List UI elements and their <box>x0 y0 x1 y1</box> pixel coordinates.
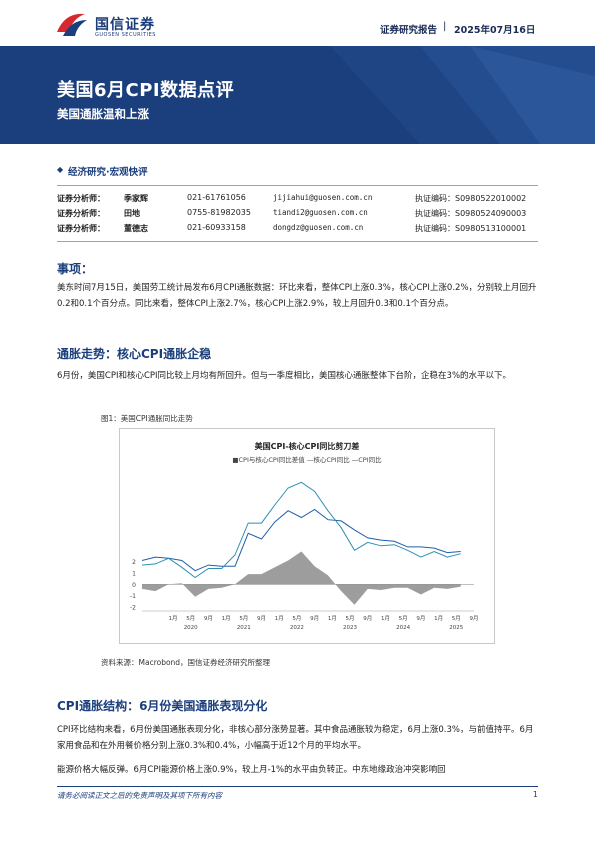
series-diff-area <box>142 551 461 605</box>
footer-disclaimer[interactable]: 请务必阅读正文之后的免责声明及其项下所有内容 <box>57 791 222 800</box>
logo-text: 国信证券 <box>95 17 155 33</box>
analyst-email[interactable]: tiandi2@guosen.com.cn <box>273 208 368 217</box>
report-subtitle: 美国通胀温和上涨 <box>57 107 149 121</box>
x-tick-label: 1月 <box>168 615 177 622</box>
year-label: 2024 <box>396 625 410 631</box>
year-label: 2022 <box>290 625 304 631</box>
series-cpi-line <box>141 481 461 579</box>
chart-title: 美国CPI-核心CPI同比剪刀差 <box>255 441 360 451</box>
series-core-cpi-line <box>141 508 461 572</box>
cpi-chart: 美国CPI-核心CPI同比剪刀差 ■CPI与核心CPI同比差值 —核心CPI同比… <box>130 441 479 631</box>
banner-decoration <box>330 46 595 144</box>
diamond-bullet-icon: ◆ <box>57 165 64 174</box>
analyst-role: 证券分析师： <box>57 194 105 203</box>
x-tick-label: 9月 <box>204 615 213 622</box>
analyst-cert: 执证编码：S0980513100001 <box>415 224 527 233</box>
analyst-name: 田地 <box>124 209 140 218</box>
x-tick-label: 1月 <box>328 615 337 622</box>
trend-paragraph: 6月份，美国CPI和核心CPI同比较上月均有所回升。但与一季度相比，美国核心通胀… <box>57 371 512 381</box>
y-tick-label: 1 <box>132 571 136 578</box>
page-number: 1 <box>533 790 538 799</box>
x-tick-label: 9月 <box>363 615 372 622</box>
x-tick-label: 9月 <box>310 615 319 622</box>
x-tick-label: 5月 <box>346 615 355 622</box>
x-tick-label: 5月 <box>292 615 301 622</box>
x-tick-label: 5月 <box>399 615 408 622</box>
analyst-name: 董德志 <box>124 224 148 233</box>
analyst-cert: 执证编码：S0980522010002 <box>415 194 527 203</box>
year-label: 2021 <box>237 625 251 631</box>
plot-area: -2 -1 0 1 2 1月 5月 9月 1月 5月 9月 1月 5月 9月 1月 5月 9月 1月 5月 9月 1月 5… <box>130 481 479 631</box>
y-tick-label: -2 <box>130 605 136 612</box>
x-tick-label: 1月 <box>275 615 284 622</box>
year-label: 2020 <box>184 625 198 631</box>
analyst-email[interactable]: jijiahui@guosen.com.cn <box>273 193 373 202</box>
section-heading-event: 事项： <box>57 262 94 276</box>
analyst-phone: 0755-81982035 <box>187 208 251 217</box>
header-separator: | <box>443 21 447 32</box>
x-tick-label: 1月 <box>222 615 231 622</box>
structure-paragraph: CPI环比结构来看，6月份美国通胀表现分化，非核心部分涨势显著。其中食品通胀较为… <box>57 725 534 751</box>
analyst-row: 证券分析师： 季家辉 021-61761056 jijiahui@guosen.… <box>57 193 538 208</box>
event-paragraph: 美东时间7月15日，美国劳工统计局发布6月CPI通胀数据：环比来看，整体CPI上… <box>57 283 537 309</box>
year-label: 2025 <box>449 625 463 631</box>
figure-source: 资料来源：Macrobond，国信证券经济研究所整理 <box>101 658 271 667</box>
x-tick-label: 9月 <box>416 615 425 622</box>
analyst-phone: 021-61761056 <box>187 193 246 202</box>
x-tick-label: 9月 <box>470 615 479 622</box>
y-tick-label: 0 <box>132 582 136 589</box>
section-heading-structure: CPI通胀结构：6月份美国通胀表现分化 <box>57 699 268 713</box>
x-tick-label: 5月 <box>452 615 461 622</box>
x-tick-label: 1月 <box>381 615 390 622</box>
chart-frame: 美国CPI-核心CPI同比剪刀差 ■CPI与核心CPI同比差值 —核心CPI同比… <box>119 428 495 644</box>
analyst-role: 证券分析师： <box>57 209 105 218</box>
x-tick-label: 5月 <box>239 615 248 622</box>
footer-divider <box>57 786 538 787</box>
title-banner: 美国6月CPI数据点评 美国通胀温和上涨 <box>0 46 595 144</box>
report-date: 2025年07月16日 <box>454 25 536 36</box>
analyst-row: 证券分析师： 董德志 021-60933158 dongdz@guosen.co… <box>57 223 538 238</box>
x-tick-label: 1月 <box>434 615 443 622</box>
x-tick-label: 9月 <box>257 615 266 622</box>
structure-paragraph: 能源价格大幅反弹。6月CPI能源价格上涨0.9%，较上月-1%的水平由负转正。中… <box>57 765 446 775</box>
analyst-role: 证券分析师： <box>57 224 105 233</box>
year-label: 2023 <box>343 625 357 631</box>
x-tick-label: 5月 <box>186 615 195 622</box>
figure-caption: 图1：美国CPI通胀同比走势 <box>101 414 193 423</box>
y-tick-label: 2 <box>132 559 136 566</box>
analyst-row: 证券分析师： 田地 0755-81982035 tiandi2@guosen.c… <box>57 208 538 223</box>
chart-legend: ■CPI与核心CPI同比差值 —核心CPI同比 —CPI同比 <box>232 455 382 464</box>
divider <box>57 241 538 242</box>
report-type: 证券研究报告 <box>380 25 438 36</box>
report-title: 美国6月CPI数据点评 <box>57 80 235 101</box>
analyst-phone: 021-60933158 <box>187 223 246 232</box>
logo-subtext: GUOSEN SECURITIES <box>95 32 156 38</box>
divider <box>57 185 538 186</box>
y-tick-label: -1 <box>130 593 136 600</box>
analyst-email[interactable]: dongdz@guosen.com.cn <box>273 223 364 232</box>
report-category: 经济研究·宏观快评 <box>68 167 148 178</box>
section-heading-trend: 通胀走势：核心CPI通胀企稳 <box>57 347 212 361</box>
guosen-logo-icon <box>57 13 87 36</box>
analyst-name: 季家辉 <box>124 194 148 203</box>
analyst-cert: 执证编码：S0980524090003 <box>415 209 527 218</box>
